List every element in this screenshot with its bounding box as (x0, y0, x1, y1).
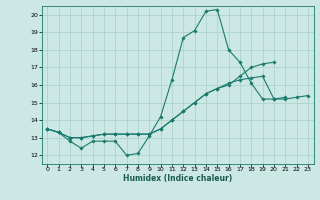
X-axis label: Humidex (Indice chaleur): Humidex (Indice chaleur) (123, 174, 232, 183)
